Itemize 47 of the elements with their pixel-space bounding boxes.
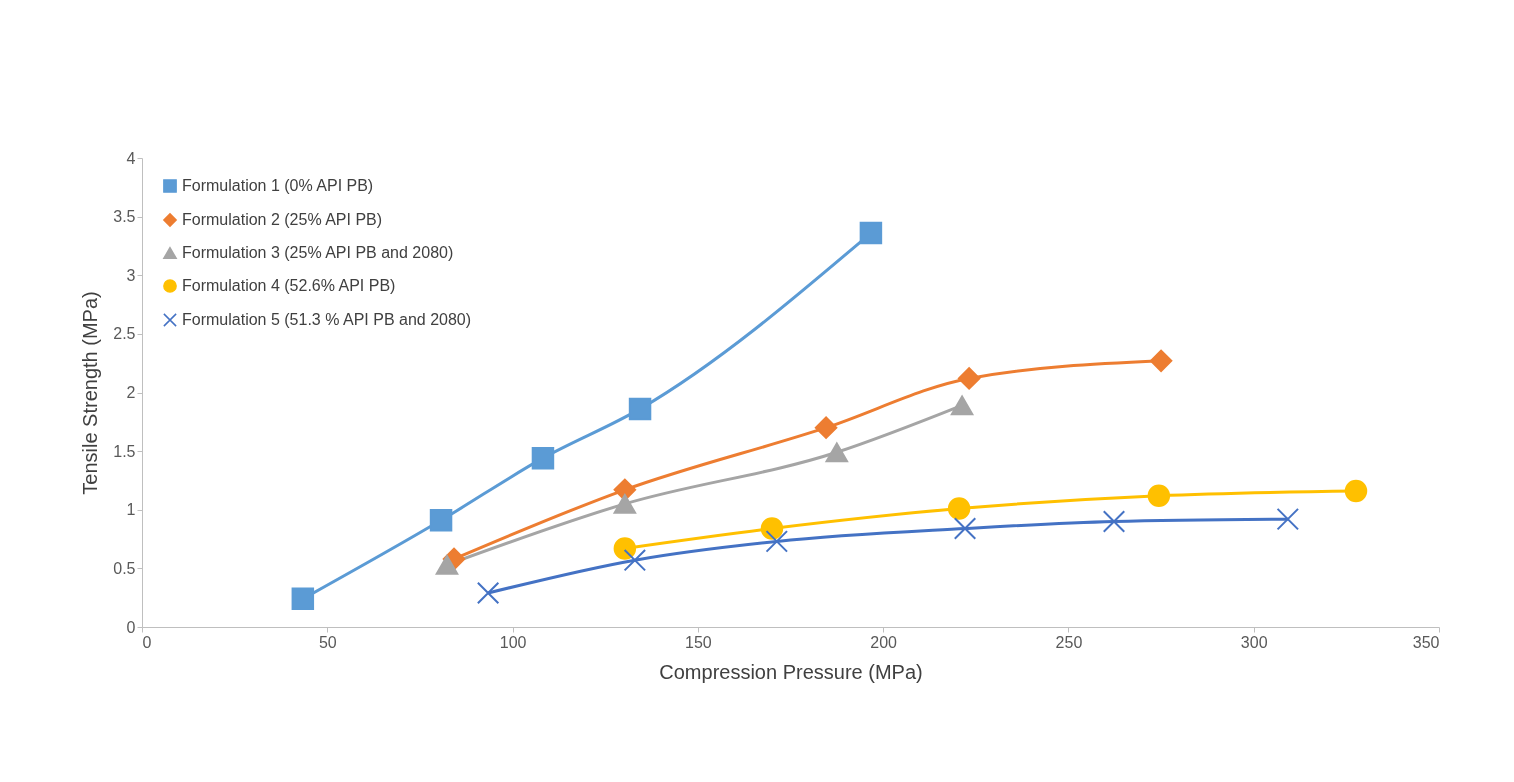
point xyxy=(825,442,849,463)
point xyxy=(613,537,637,560)
legend-label: Formulation 2 (25% API PB) xyxy=(182,211,383,228)
x-tick-label: 0 xyxy=(142,633,152,651)
point xyxy=(1276,507,1300,531)
y-tick-label: 2.5 xyxy=(113,325,136,343)
y-tick-label: 0 xyxy=(126,618,136,636)
x-tick-label: 300 xyxy=(1240,633,1268,651)
x-tick-label: 250 xyxy=(1055,633,1083,651)
x-tick-label: 350 xyxy=(1412,633,1440,651)
point xyxy=(531,446,555,470)
legend-label: Formulation 5 (51.3 % API PB and 2080) xyxy=(182,311,472,328)
x-tick-label: 50 xyxy=(318,633,337,651)
point xyxy=(765,530,789,553)
point xyxy=(1147,484,1171,507)
x-tick-label: 100 xyxy=(499,633,527,651)
point xyxy=(628,397,652,421)
point xyxy=(814,416,838,439)
y-tick-label: 4 xyxy=(126,149,136,167)
point xyxy=(291,587,315,611)
y-tick-label: 1 xyxy=(126,501,136,519)
point xyxy=(435,554,459,575)
point xyxy=(613,494,637,514)
y-tick-label: 3 xyxy=(126,266,136,284)
y-axis-title: Tensile Strength (MPa) xyxy=(79,291,102,495)
point xyxy=(1102,510,1126,533)
x-tick-label: 150 xyxy=(685,633,712,651)
point xyxy=(953,517,977,540)
y-tick-label: 0.5 xyxy=(113,559,136,577)
point xyxy=(859,221,883,245)
point xyxy=(950,395,974,416)
x-tick-label: 200 xyxy=(870,633,898,651)
y-tick-label: 2 xyxy=(126,384,136,401)
point xyxy=(429,509,453,532)
point xyxy=(623,548,647,572)
legend-label: Formulation 4 (52.6% API PB) xyxy=(182,277,396,294)
legend-label: Formulation 3 (25% API PB and 2080) xyxy=(182,244,454,261)
point xyxy=(947,497,971,520)
point xyxy=(1149,349,1173,373)
point xyxy=(1344,479,1368,503)
point xyxy=(957,367,981,390)
point xyxy=(476,581,500,605)
point xyxy=(760,517,784,540)
y-tick-label: 3.5 xyxy=(113,208,136,226)
x-axis-title: Compression Pressure (MPa) xyxy=(659,660,923,683)
y-tick-label: 1.5 xyxy=(113,442,136,460)
legend-label: Formulation 1 (0% API PB) xyxy=(182,177,374,194)
